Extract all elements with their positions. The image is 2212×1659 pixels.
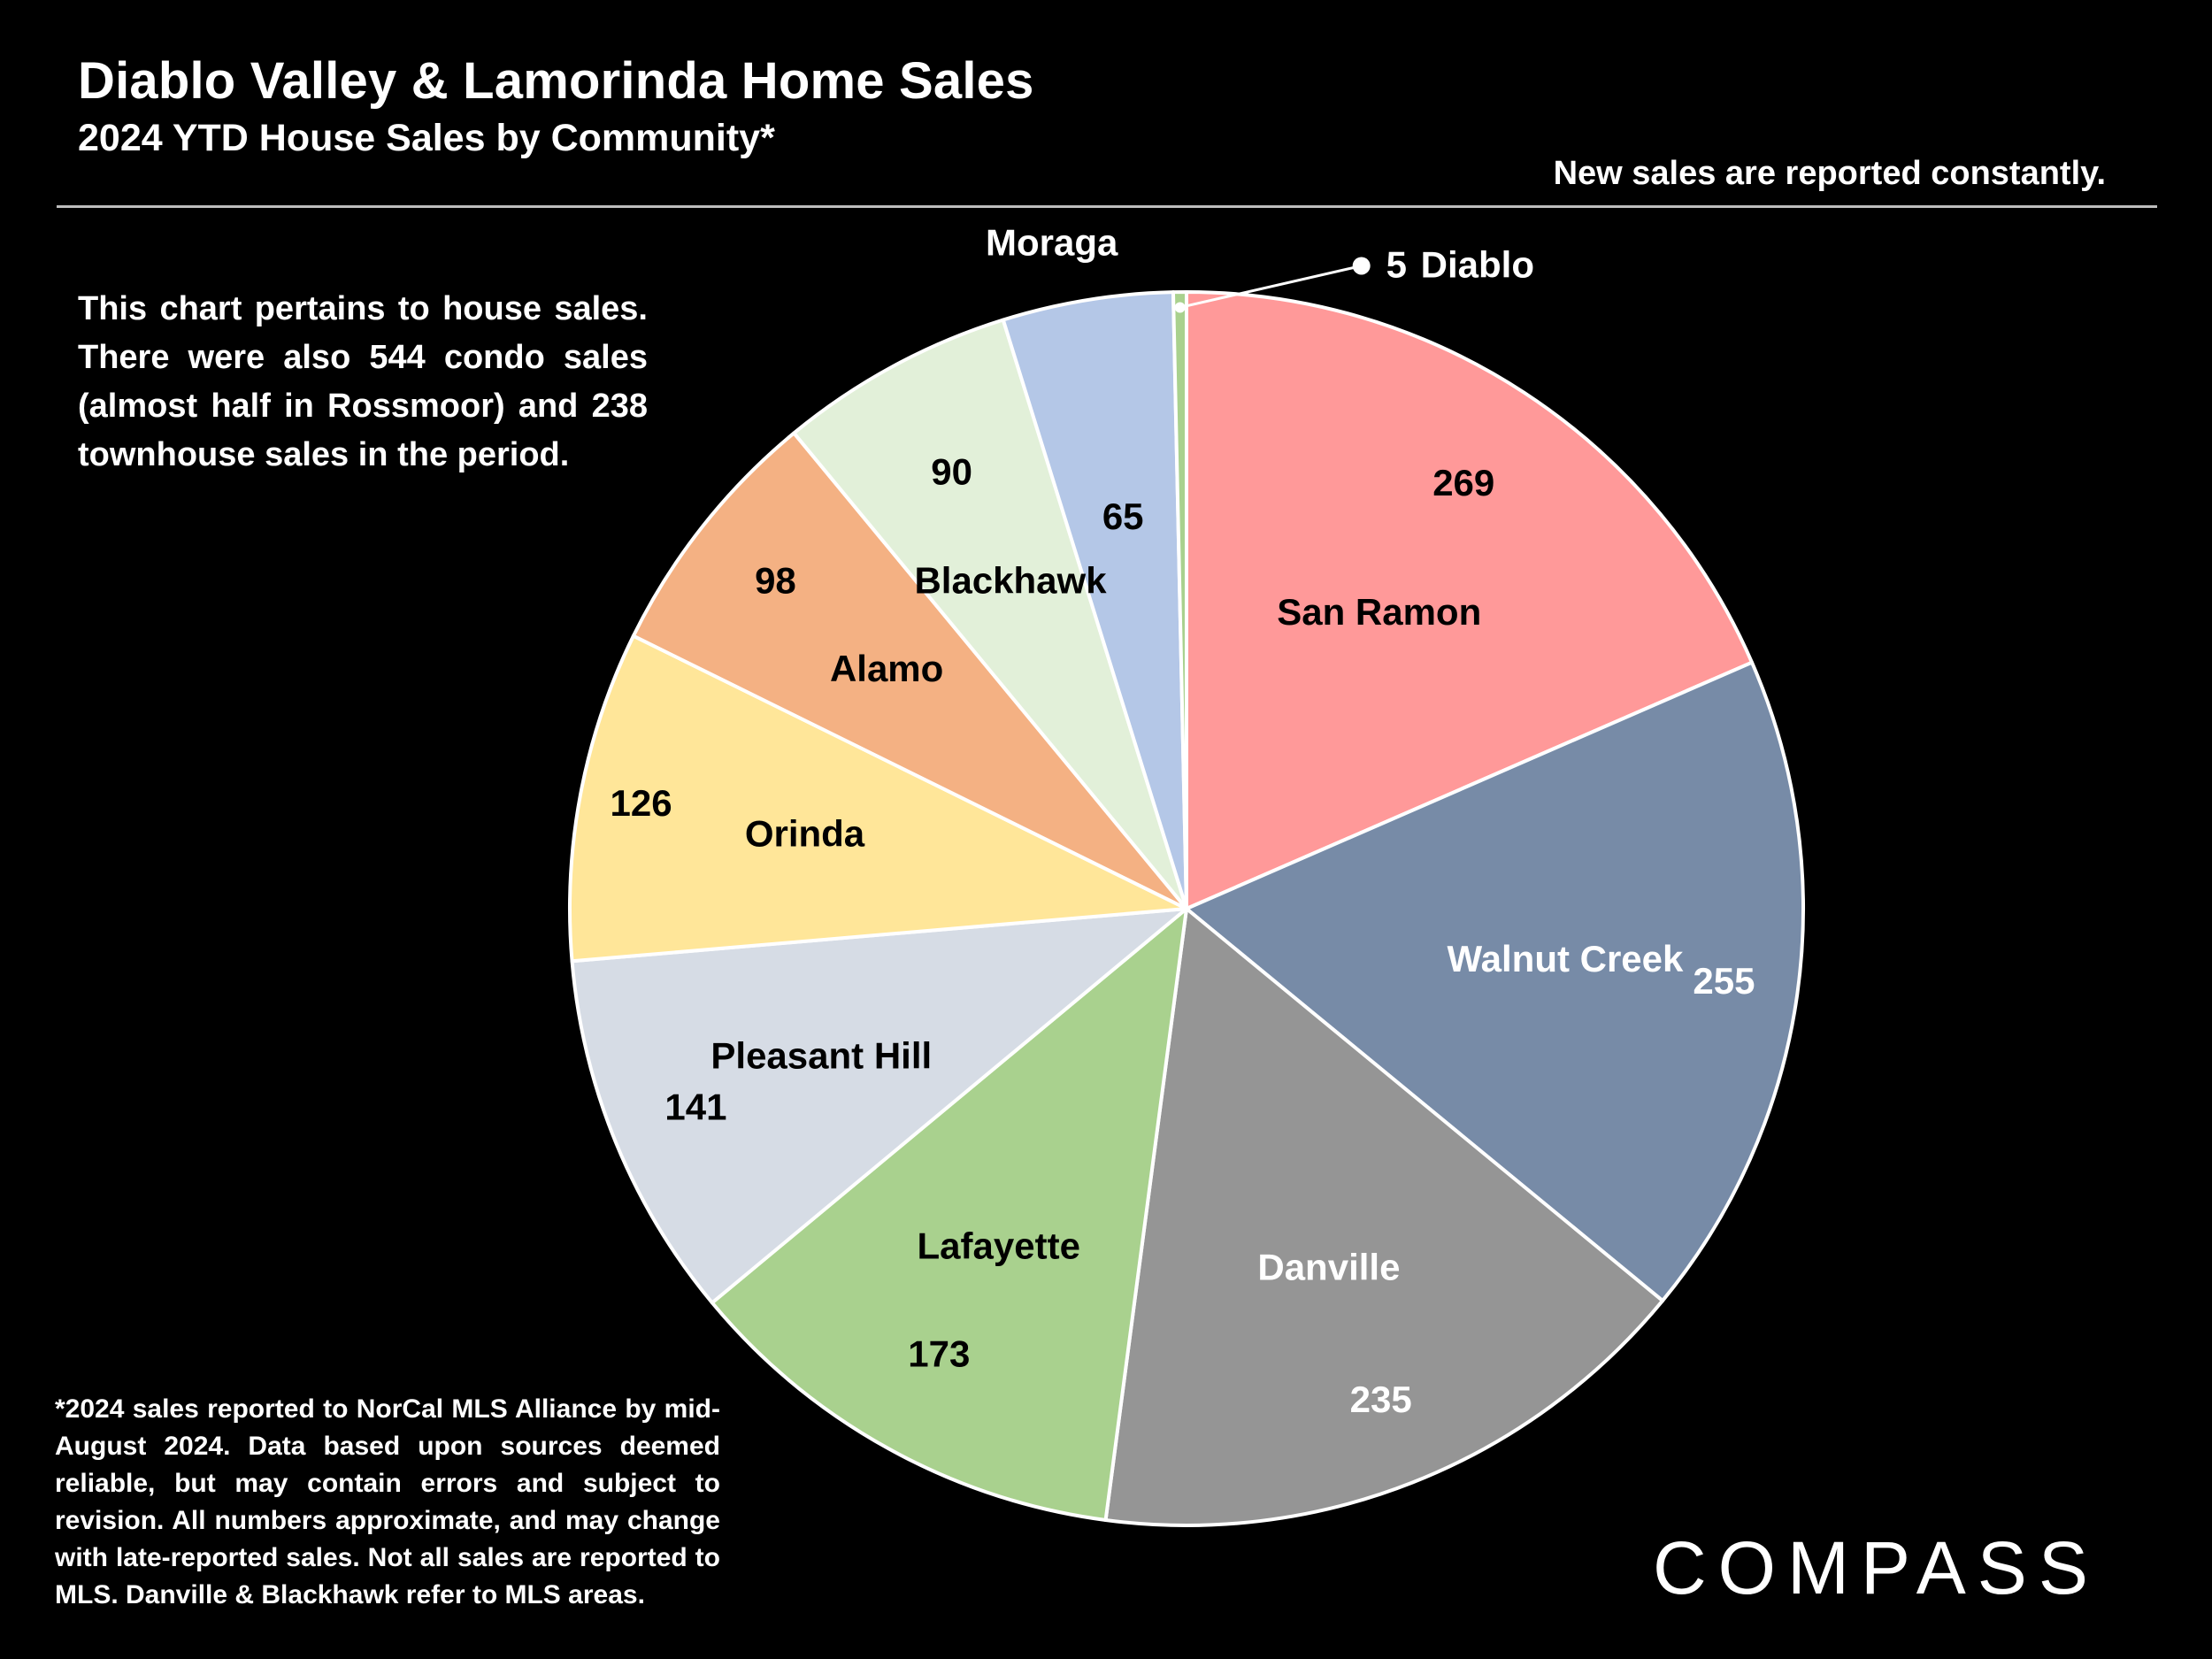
leader-line-diablo — [1179, 265, 1363, 309]
value-label-lafayette: 173 — [908, 1333, 970, 1375]
name-label-moraga: Moraga — [986, 221, 1118, 263]
value-label-pleasant-hill: 141 — [664, 1087, 726, 1128]
pie-slice-diablo — [1171, 290, 1188, 910]
name-label-san-ramon: San Ramon — [1277, 591, 1481, 633]
pie-slice-danville — [1103, 907, 1665, 1527]
value-label-alamo: 98 — [755, 559, 796, 601]
pie-slice-alamo — [631, 431, 1188, 910]
name-label-walnut-creek: Walnut Creek — [1448, 938, 1684, 979]
name-label-alamo: Alamo — [830, 648, 943, 689]
pie-slice-walnut-creek — [1185, 660, 1805, 1303]
name-label-blackhawk: Blackhawk — [914, 559, 1107, 601]
leader-dot-diablo-1 — [1352, 257, 1371, 275]
value-label-moraga: 65 — [1102, 495, 1144, 537]
name-label-diablo: Diablo — [1421, 244, 1534, 286]
value-label-orinda: 126 — [611, 782, 672, 824]
header-divider — [57, 205, 2157, 208]
pie-slice-san-ramon — [1185, 290, 1755, 910]
pie-slice-pleasant-hill — [570, 907, 1188, 1305]
chart-title: Diablo Valley & Lamorinda Home Sales — [78, 52, 1034, 110]
value-label-diablo: 5 — [1386, 244, 1407, 286]
name-label-danville: Danville — [1257, 1247, 1400, 1288]
name-label-lafayette: Lafayette — [918, 1225, 1080, 1266]
pie-slice-orinda — [568, 634, 1188, 964]
value-label-walnut-creek: 255 — [1693, 960, 1755, 1002]
pie-slice-blackhawk — [792, 318, 1188, 910]
update-notice: New sales are reported constantly. — [1553, 155, 2106, 192]
value-label-danville: 235 — [1350, 1379, 1412, 1420]
value-label-blackhawk: 90 — [931, 451, 972, 493]
name-label-orinda: Orinda — [745, 813, 865, 855]
compass-logo: COMPASS — [1653, 1526, 2100, 1609]
footnote: *2024 sales reported to NorCal MLS Allia… — [55, 1394, 720, 1609]
chart-subtitle: 2024 YTD House Sales by Community* — [78, 117, 775, 159]
value-label-san-ramon: 269 — [1432, 462, 1494, 503]
pie-slice-moraga — [1001, 290, 1188, 910]
pie-slice-lafayette — [710, 907, 1188, 1522]
leader-dot-diablo-0 — [1174, 302, 1186, 313]
sales-note: This chart pertains to house sales. Ther… — [78, 290, 648, 473]
name-label-pleasant-hill: Pleasant Hill — [710, 1034, 932, 1076]
